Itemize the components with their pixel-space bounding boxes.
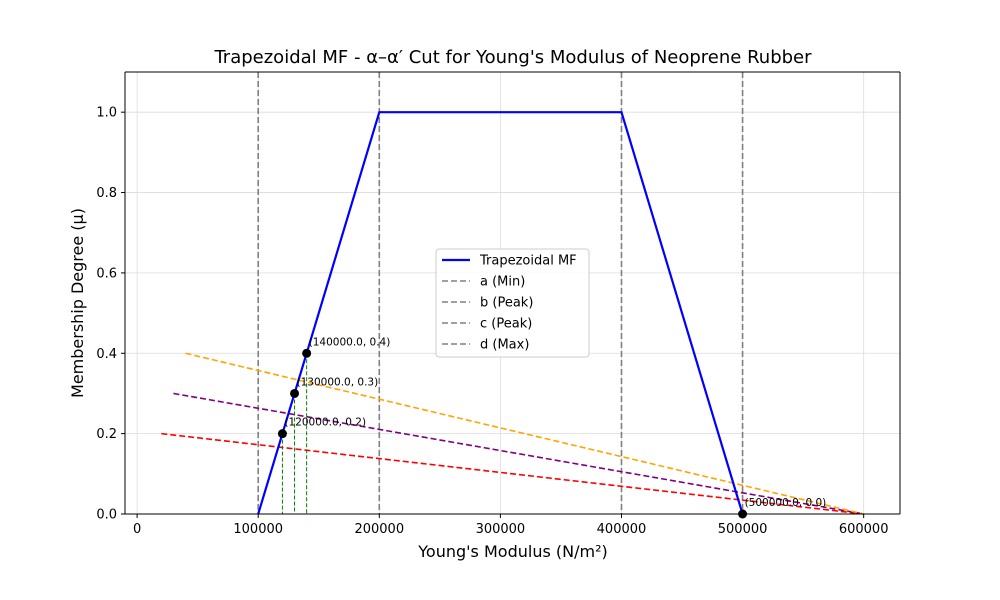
point-label-4: (500000.0, 0.0): [745, 497, 827, 509]
point-label-3: (140000.0, 0.4): [309, 336, 391, 348]
point-marker-3: [302, 348, 312, 358]
ticks: 0 100000 200000 300000 400000 500000 600000 0.0…: [96, 106, 888, 537]
point-label-1: (120000.0, 0.2): [284, 417, 366, 429]
legend-label-1: Trapezoidal MF: [479, 254, 577, 269]
y-tick-label: 0.6: [96, 266, 117, 281]
cut-line-3: [185, 352, 864, 515]
y-axis-label: Membership Degree (μ): [68, 208, 87, 398]
y-tick-label: 0.2: [96, 427, 117, 442]
trapezoid-series: [257, 111, 744, 515]
point-label-2: (130000.0, 0.3): [297, 376, 379, 388]
legend-box: [435, 248, 590, 358]
point-marker-1: [277, 429, 287, 439]
y-tick-label: 1.0: [96, 106, 117, 121]
x-tick-label: 200000: [354, 522, 404, 537]
x-tick-label: 400000: [597, 522, 647, 537]
drop-lines: [281, 353, 308, 514]
y-tick-label: 0.4: [96, 347, 117, 362]
chart-title: Trapezoidal MF - α–α′ Cut for Young's Mo…: [213, 47, 812, 68]
cut-points: (120000.0, 0.2) (130000.0, 0.3) (140000.0,…: [277, 336, 827, 519]
legend: Trapezoidal MF a (Min) b (Peak) c (Peak) d (…: [435, 248, 590, 358]
x-tick-label: 600000: [839, 522, 889, 537]
trapezoid-line: [257, 111, 744, 515]
legend-label-2: a (Min): [480, 275, 525, 290]
legend-label-4: c (Peak): [480, 317, 532, 332]
legend-label-5: d (Max): [480, 338, 529, 353]
legend-label-3: b (Peak): [480, 296, 533, 311]
x-tick-label: 500000: [718, 522, 768, 537]
y-tick-label: 0.0: [96, 508, 117, 523]
x-tick-label: 0: [133, 522, 141, 537]
point-marker-2: [290, 388, 300, 398]
y-tick-label: 0.8: [96, 186, 117, 201]
x-tick-label: 300000: [476, 522, 526, 537]
x-axis-label: Young's Modulus (N/m²): [417, 542, 607, 561]
vertical-reference-lines: [257, 72, 744, 514]
x-tick-label: 100000: [233, 522, 283, 537]
axes: [124, 71, 901, 515]
